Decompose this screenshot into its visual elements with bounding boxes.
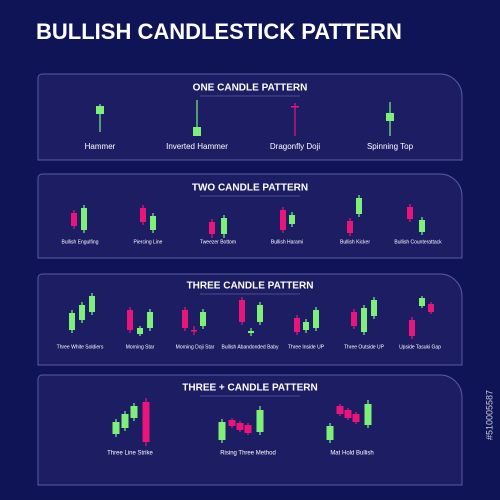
section-heading: THREE + CANDLE PATTERN <box>182 383 317 394</box>
candle-body <box>142 402 150 442</box>
candle-body <box>419 298 425 306</box>
candle-body <box>147 312 153 328</box>
candle-body <box>89 296 95 312</box>
candle-body <box>294 318 300 332</box>
pattern-label: Morning Doji Star <box>176 344 215 350</box>
panel <box>37 73 463 161</box>
candle-body <box>356 198 362 214</box>
watermark-id: #510005587 <box>484 390 494 440</box>
candle-body <box>193 127 201 136</box>
candle-body <box>248 331 254 333</box>
candle-body <box>96 106 104 114</box>
pattern-label: Mat Hold Bullish <box>330 451 373 457</box>
section-heading: ONE CANDLE PATTERN <box>193 83 308 94</box>
candle-body <box>419 220 425 232</box>
pattern-label: Bullish Abandonded Baby <box>222 344 279 350</box>
candle-body <box>257 305 263 322</box>
candle-body <box>347 221 353 233</box>
pattern-label: Morning Star <box>126 344 155 350</box>
pattern-label: Three Outside UP <box>344 344 385 350</box>
candle-body <box>303 322 309 330</box>
candle-body <box>239 300 245 322</box>
candle-body <box>236 423 244 430</box>
title: BULLISH CANDLESTICK PATTERN <box>36 19 402 44</box>
candle-body <box>137 328 143 334</box>
pattern-label: Bullish Engulfing <box>62 239 99 245</box>
candle-body <box>130 406 138 418</box>
candle-body <box>364 404 372 425</box>
candle-body <box>244 425 252 433</box>
candle-body <box>218 422 226 440</box>
candle-body <box>351 312 357 326</box>
candle-body <box>191 330 197 332</box>
candle-body <box>81 208 87 230</box>
candle-body <box>112 422 120 434</box>
candle-body <box>69 313 75 330</box>
candle-body <box>209 222 215 234</box>
candle-body <box>221 218 227 234</box>
candle-body <box>228 420 236 426</box>
candle-body <box>428 304 434 312</box>
pattern-label: Hammer <box>85 142 116 151</box>
pattern-label: Three Line Strike <box>107 451 153 457</box>
candle-body <box>371 300 377 316</box>
candle-body <box>71 213 77 226</box>
candle-body <box>386 113 394 121</box>
panel <box>37 173 463 259</box>
candle-body <box>313 310 319 328</box>
candle-body <box>182 310 188 328</box>
pattern-label: Bullish Kicker <box>340 239 370 245</box>
candle-body <box>326 426 334 440</box>
pattern-label: Inverted Hammer <box>166 142 228 151</box>
candle-body <box>289 215 295 224</box>
pattern-label: Rising Three Method <box>220 451 276 457</box>
pattern-label: Upside Tasuki Gap <box>399 344 441 350</box>
pattern-label: Three White Soldiers <box>57 344 104 350</box>
pattern-label: Bullish Counterattack <box>394 239 442 245</box>
pattern-label: Dragonfly Doji <box>270 142 320 151</box>
pattern-label: Three Inside UP <box>288 344 325 350</box>
candle-body <box>140 208 146 222</box>
candle-body <box>121 414 129 428</box>
candle-body <box>256 410 264 432</box>
section-heading: TWO CANDLE PATTERN <box>192 183 308 194</box>
candle-body <box>200 312 206 326</box>
candle-body <box>79 305 85 320</box>
pattern-label: Spinning Top <box>367 142 414 151</box>
candle-body <box>336 406 344 414</box>
candle-body <box>150 216 156 230</box>
section-heading: THREE CANDLE PATTERN <box>187 281 314 292</box>
candle-body <box>409 320 415 336</box>
candle-body <box>280 210 286 230</box>
candle-body <box>361 308 367 332</box>
panel <box>37 273 463 366</box>
candle-body <box>344 410 352 418</box>
pattern-label: Tweezer Bottom <box>200 239 236 245</box>
pattern-label: Piercing Line <box>134 239 163 245</box>
candle-body <box>127 310 133 330</box>
candle-body <box>407 207 413 219</box>
pattern-label: Bullish Harami <box>271 239 303 245</box>
candle-body <box>352 414 360 422</box>
candle-body <box>291 106 299 108</box>
